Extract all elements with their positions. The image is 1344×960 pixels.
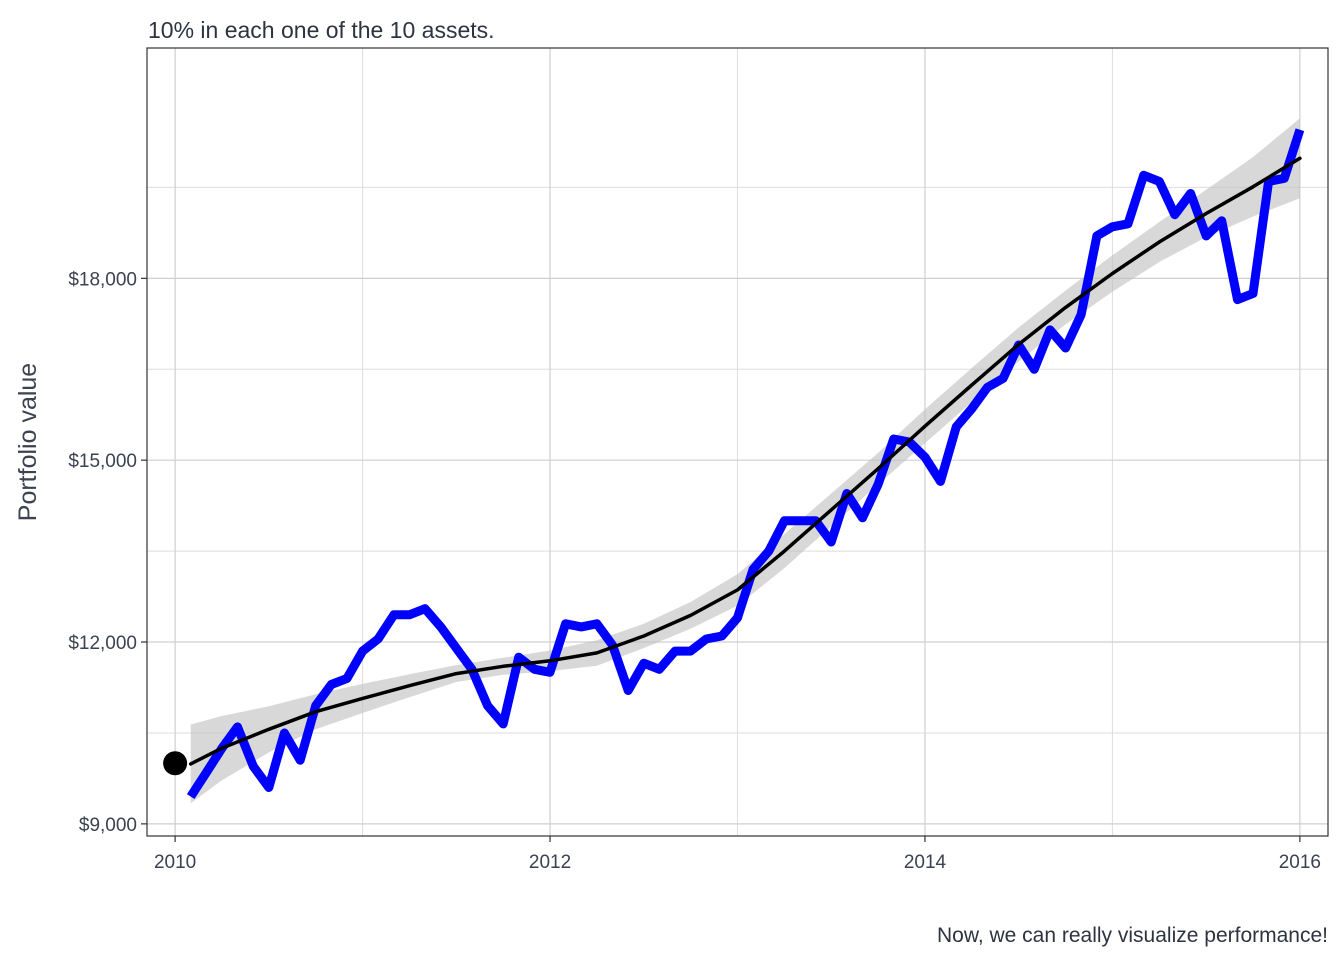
trend-confidence-band [190,118,1300,804]
y-axis: $9,000 $12,000 $15,000 $18,000 [68,269,147,836]
x-tick-label: 2016 [1279,852,1321,873]
y-tick-label: $18,000 [68,269,137,290]
chart-caption: Now, we can really visualize performance… [937,924,1328,947]
x-tick-label: 2012 [529,852,571,873]
x-tick-label: 2014 [904,852,947,873]
x-tick-label: 2010 [154,852,196,873]
y-axis-label: Portfolio value [14,363,42,521]
chart-title: 10% in each one of the 10 assets. [148,17,495,43]
y-tick-label: $15,000 [68,451,137,472]
y-tick-label: $9,000 [79,815,137,836]
series-layer [163,128,1305,800]
confidence-band-layer [190,118,1300,804]
start-point [163,751,188,776]
portfolio-value-line [186,128,1305,800]
trend-line [188,156,1302,766]
panel-border [146,47,1329,837]
x-axis: 2010 2012 2014 2016 [154,836,1321,873]
y-tick-label: $12,000 [68,633,137,654]
